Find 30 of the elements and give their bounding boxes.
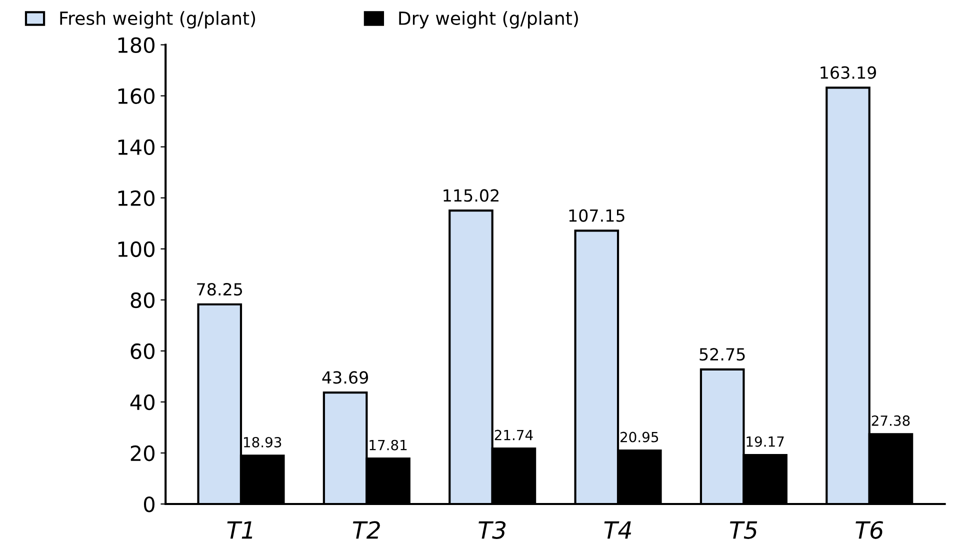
y-tick-label: 0 [144,496,154,512]
data-label: 17.81 [370,440,407,450]
y-tick-label: 80 [130,292,154,308]
x-tick-label: T3 [478,521,506,539]
data-label: 107.15 [569,209,624,222]
y-tick-label: 180 [118,37,154,54]
y-tick-label: 100 [118,241,154,258]
y-tick-label: 20 [130,445,154,462]
data-label: 20.95 [620,432,658,442]
x-tick-label: T4 [604,521,632,539]
x-tick-label: T2 [352,521,380,539]
data-label: 27.38 [872,415,910,426]
x-tick-label: T1 [227,521,252,539]
data-label: 52.75 [700,348,745,361]
y-tick-label: 40 [130,394,154,410]
x-tick-label: T5 [730,521,758,539]
data-label: 115.02 [444,189,498,202]
data-label: 18.93 [244,436,282,448]
y-tick-label: 160 [118,88,154,104]
legend-label: Fresh weight (g/plant) [60,11,256,29]
data-label: 19.17 [746,436,784,447]
data-label: 21.74 [494,430,533,440]
data-label: 43.69 [322,371,368,384]
y-tick-label: 140 [118,139,154,156]
legend-label: Dry weight (g/plant) [399,11,578,29]
data-label: 78.25 [197,282,242,296]
y-tick-label: 120 [118,190,154,206]
x-tick-label: T6 [856,521,884,539]
data-label: 163.19 [820,66,876,79]
y-tick-label: 60 [130,343,154,360]
